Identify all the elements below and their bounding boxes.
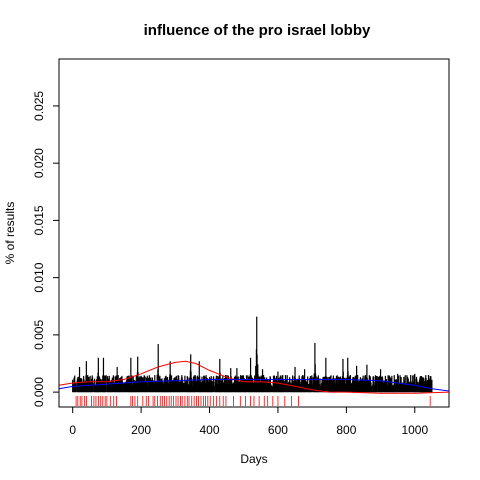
x-tick-label: 400 (200, 423, 220, 437)
x-tick-label: 200 (131, 423, 151, 437)
y-tick-label: 0.010 (32, 262, 46, 292)
x-tick-label: 800 (336, 423, 356, 437)
plot-frame (58, 58, 450, 408)
rug-layer (75, 396, 431, 406)
y-tick-label: 0.020 (32, 148, 46, 178)
y-tick-label: 0.025 (32, 91, 46, 121)
blue-smooth-line (58, 379, 450, 392)
y-axis: 0.000 0.005 0.010 0.015 0.020 0.025 (32, 91, 60, 407)
y-tick-label: 0.000 (32, 377, 46, 407)
x-tick-label: 0 (69, 423, 76, 437)
y-tick-label: 0.005 (32, 320, 46, 350)
series-spikes (72, 316, 433, 393)
y-axis-label: % of results (3, 202, 17, 265)
x-axis-label: Days (240, 452, 267, 466)
series-layer (58, 316, 450, 394)
x-axis: 0 200 400 600 800 1000 (69, 406, 428, 437)
x-tick-label: 1000 (401, 423, 428, 437)
red-smooth-line (58, 360, 450, 394)
x-tick-label: 600 (268, 423, 288, 437)
y-tick-label: 0.015 (32, 205, 46, 235)
chart-title: influence of the pro israel lobby (144, 22, 371, 39)
